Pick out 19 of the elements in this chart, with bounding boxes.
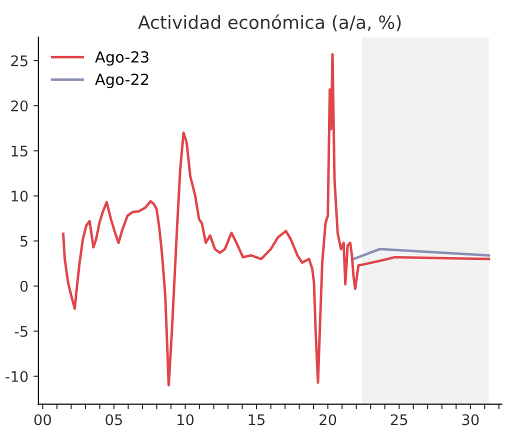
y-tick-label: 25 bbox=[11, 55, 28, 66]
x-tick-label: 20 bbox=[320, 414, 336, 426]
x-tick-label: 00 bbox=[34, 414, 51, 426]
x-tick-label: 30 bbox=[462, 414, 479, 426]
y-tick-label: 0 bbox=[20, 280, 28, 292]
x-tick-label: 25 bbox=[390, 414, 408, 426]
y-tick-label: 20 bbox=[11, 100, 28, 112]
y-tick-label: -10 bbox=[6, 370, 28, 382]
legend-label: Ago-22 bbox=[95, 74, 148, 88]
y-tick-label: -5 bbox=[14, 326, 28, 337]
y-tick-label: 15 bbox=[12, 146, 28, 157]
x-tick-label: 05 bbox=[106, 414, 122, 426]
x-tick-label: 15 bbox=[248, 414, 265, 426]
line-series bbox=[62, 53, 490, 387]
legend-label: Ago-23 bbox=[95, 51, 148, 66]
x-tick-label: 10 bbox=[178, 414, 194, 426]
chart-title: Actividad económica (a/a, %) bbox=[138, 14, 401, 32]
y-tick-label: 10 bbox=[12, 190, 28, 202]
y-tick-label: 5 bbox=[20, 236, 28, 247]
